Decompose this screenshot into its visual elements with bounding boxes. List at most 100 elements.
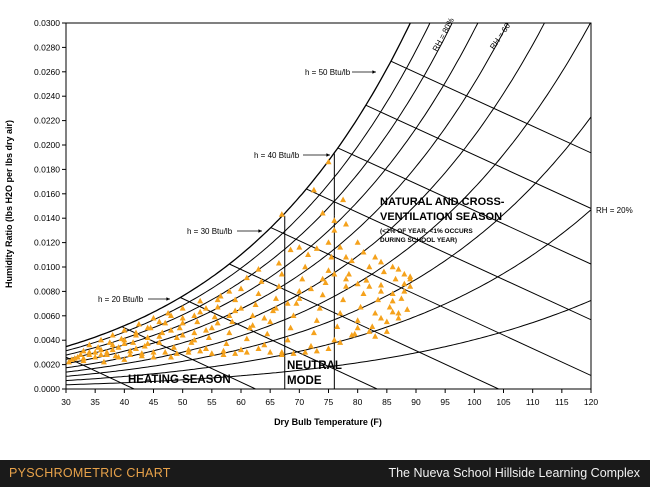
annotation-arrowhead <box>326 153 330 157</box>
data-point <box>366 283 373 289</box>
x-tick-label: 100 <box>467 397 481 407</box>
x-tick-label: 90 <box>411 397 421 407</box>
label-natural-line2: VENTILATION SEASON <box>380 211 502 223</box>
data-point <box>203 305 209 311</box>
data-point <box>313 347 320 354</box>
data-point <box>127 347 134 354</box>
data-point <box>313 317 320 323</box>
enthalpy-line <box>365 104 591 210</box>
data-point <box>293 300 300 306</box>
data-point <box>363 277 370 283</box>
data-point <box>103 351 110 358</box>
rh-curve <box>66 23 453 356</box>
y-tick-label: 0.0200 <box>34 140 60 150</box>
psychrometric-chart: 30 35 40 45 50 55 60 65 70 75 80 85 90 95 100 105 110 115… <box>4 16 633 427</box>
label-h30: h = 30 Btu/lb <box>187 227 233 236</box>
data-point <box>173 350 180 356</box>
data-point <box>267 318 274 325</box>
x-tick-label: 105 <box>496 397 510 407</box>
label-h40: h = 40 Btu/lb <box>254 151 300 160</box>
data-point <box>296 295 303 301</box>
data-point <box>343 220 349 227</box>
data-point <box>287 324 294 331</box>
data-point <box>310 186 317 193</box>
data-point <box>392 275 399 282</box>
data-point <box>331 217 338 223</box>
enthalpy-line <box>337 147 591 265</box>
x-tick-label: 85 <box>382 397 392 407</box>
data-point <box>159 329 166 336</box>
data-point <box>80 355 87 361</box>
label-h20: h = 20 Btu/lb <box>98 295 144 304</box>
x-tick-label: 55 <box>207 397 217 407</box>
data-point <box>208 350 215 356</box>
data-point <box>168 312 174 318</box>
y-tick-label: 0.0220 <box>34 116 60 126</box>
data-point <box>109 331 116 338</box>
data-point <box>249 312 256 318</box>
data-point <box>115 344 122 350</box>
data-point <box>319 209 326 216</box>
data-point <box>375 296 382 303</box>
label-natural-note2: DURING SCHOOL YEAR) <box>380 237 457 244</box>
y-tick-label: 0.0160 <box>34 189 60 199</box>
data-point <box>121 336 128 343</box>
data-point <box>106 339 113 345</box>
data-point <box>331 227 338 233</box>
y-tick-label: 0.0080 <box>34 286 60 296</box>
x-tick-label: 120 <box>584 397 598 407</box>
data-point <box>322 279 329 286</box>
x-tick-label: 95 <box>440 397 450 407</box>
data-point <box>360 290 367 297</box>
data-point <box>211 313 218 320</box>
y-tick-label: 0.0120 <box>34 238 60 248</box>
x-tick-label: 30 <box>61 397 71 407</box>
rh-curve <box>66 116 591 377</box>
data-point <box>340 296 347 303</box>
footer-chart-title: PYSCHROMETRIC CHART <box>9 466 171 480</box>
data-point <box>389 308 396 315</box>
label-rh20: RH = 20% <box>596 206 633 215</box>
data-point <box>238 285 244 292</box>
data-point <box>255 345 262 351</box>
data-point <box>255 290 262 297</box>
data-point <box>188 339 195 345</box>
data-point <box>325 239 332 245</box>
data-point <box>133 331 139 338</box>
enthalpy-line <box>229 263 499 389</box>
data-point <box>343 275 349 282</box>
data-point <box>150 353 157 360</box>
data-point <box>331 270 338 277</box>
annotation-arrowhead <box>166 297 170 301</box>
annotation-arrowhead <box>258 229 262 233</box>
data-point <box>360 248 367 255</box>
y-tick-label: 0.0000 <box>34 384 60 394</box>
data-point <box>156 318 163 325</box>
data-point <box>255 266 262 272</box>
data-point <box>273 305 279 311</box>
data-point <box>162 319 169 326</box>
data-point <box>354 280 361 287</box>
data-point <box>372 309 379 316</box>
data-point <box>395 314 402 321</box>
data-point <box>205 334 212 340</box>
rh-curve <box>66 299 591 386</box>
y-axis-title: Humidity Ratio (lbs H2O per lbs dry air) <box>4 120 14 288</box>
data-point <box>220 347 227 354</box>
label-neutral-mode-1: NEUTRAL <box>287 360 342 372</box>
data-point <box>98 346 104 353</box>
data-point <box>214 319 221 326</box>
data-point <box>238 346 244 353</box>
data-point <box>334 323 341 329</box>
data-point <box>378 288 384 294</box>
data-point <box>296 244 303 250</box>
data-point <box>203 345 209 351</box>
annotation-arrowhead <box>372 70 376 74</box>
data-point <box>407 283 414 289</box>
data-point <box>404 306 411 312</box>
data-point <box>331 336 338 343</box>
data-point <box>121 356 128 362</box>
axes-layer: 30 35 40 45 50 55 60 65 70 75 80 85 90 95 100 105 110 115… <box>34 18 598 407</box>
data-point <box>197 347 204 354</box>
x-tick-label: 70 <box>295 397 305 407</box>
